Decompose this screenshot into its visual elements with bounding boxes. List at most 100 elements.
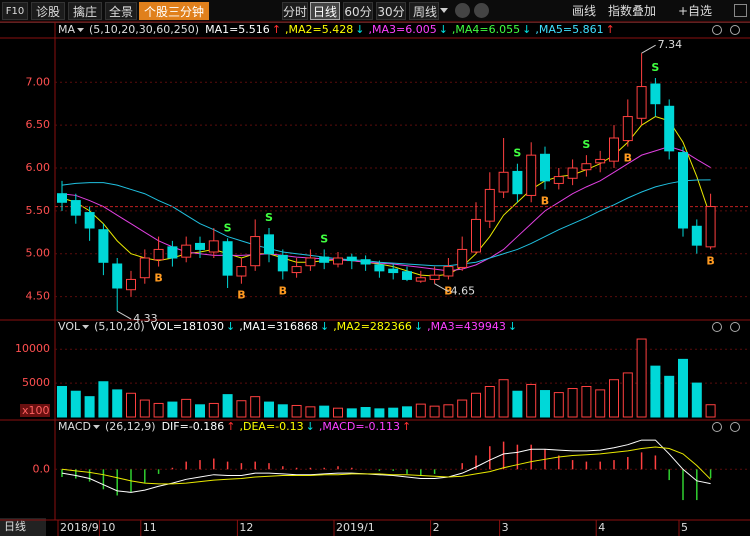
indicator-name: MA	[58, 23, 75, 36]
x-tick-label: 2	[433, 521, 440, 534]
indicator-value: ,MA1=316868	[239, 320, 318, 333]
trend-arrow: ↑	[226, 420, 235, 433]
close-icon	[730, 322, 740, 332]
period-button[interactable]: 30分	[376, 2, 406, 20]
signal-label: B	[279, 284, 287, 297]
moving-average-line	[61, 146, 711, 272]
signal-label: B	[541, 194, 549, 207]
indicator-value: ,MA2=5.428	[285, 23, 353, 36]
extreme-price-label: 4.65	[451, 285, 476, 298]
tool-button[interactable]: 擒庄	[68, 2, 102, 20]
trend-arrow: ↑	[606, 23, 615, 36]
indicator-value: ,MA4=6.055	[452, 23, 520, 36]
candle-body	[153, 248, 164, 261]
indicator-value: ,MA3=439943	[427, 320, 506, 333]
candle-body	[181, 244, 192, 258]
watchlist-button[interactable]: +自选	[677, 4, 713, 18]
volume-bar	[622, 372, 633, 418]
x-tick-label: 4	[598, 521, 605, 534]
volume-bar	[429, 405, 440, 418]
volume-bar	[139, 399, 150, 418]
candle-body	[139, 257, 150, 279]
signal-label: S	[651, 61, 659, 74]
volume-bar	[333, 407, 343, 418]
dropdown-caret	[82, 325, 90, 329]
candle-body	[429, 274, 440, 280]
trend-arrow: ↓	[320, 320, 329, 333]
volume-bar	[526, 383, 537, 418]
candle-body	[457, 248, 468, 268]
macd-line	[61, 446, 711, 485]
index-overlay-button[interactable]: 指数叠加	[607, 4, 656, 18]
y-tick-label: 6.00	[26, 161, 51, 174]
candle-body	[264, 234, 274, 255]
signal-label: S	[224, 221, 232, 234]
next-button[interactable]	[474, 3, 489, 18]
settings-icon	[712, 422, 722, 432]
volume-bar	[553, 392, 564, 418]
trend-arrow: ↓	[226, 320, 235, 333]
x-tick-label: 10	[101, 521, 115, 534]
volume-bar	[498, 379, 509, 418]
volume-bar	[540, 390, 550, 418]
dropdown-caret	[440, 8, 448, 17]
f10-button[interactable]: F10	[2, 2, 28, 20]
signal-label: B	[154, 272, 162, 285]
candle-body	[277, 254, 288, 272]
tool-button[interactable]: 诊股	[31, 2, 65, 20]
close-icon	[730, 422, 740, 432]
candle-body	[222, 241, 233, 276]
volume-bar	[277, 404, 288, 418]
indicator-value: MA1=5.516	[205, 23, 270, 36]
y-tick-label: 5000	[22, 376, 50, 389]
volume-bar	[70, 390, 81, 418]
settings-icon	[712, 25, 722, 35]
volume-bar	[650, 365, 661, 418]
volume-bar	[222, 394, 233, 418]
period-button[interactable]: 分时	[282, 2, 308, 20]
candle-body	[650, 83, 661, 105]
prev-button[interactable]	[455, 3, 470, 18]
candle-body	[595, 158, 606, 164]
volume-bar	[195, 404, 205, 418]
candle-body	[636, 86, 647, 119]
annotation-leader	[641, 44, 656, 54]
candle-body	[415, 277, 426, 282]
active-tool-button[interactable]: 个股三分钟	[139, 2, 209, 20]
extreme-price-label: 7.34	[658, 38, 683, 51]
candle-body	[167, 246, 178, 259]
trend-arrow: ↓	[306, 420, 315, 433]
volume-bar	[305, 406, 316, 418]
period-footer-label[interactable]: 日线	[4, 519, 26, 533]
tool-button[interactable]: 全景	[105, 2, 137, 20]
volume-bar	[705, 404, 716, 418]
indicator-value: ,MACD=-0.113	[319, 420, 400, 433]
x-tick-label: 3	[502, 521, 509, 534]
candle-body	[346, 256, 357, 262]
candle-body	[84, 212, 95, 229]
candle-body	[98, 229, 109, 263]
volume-bar	[678, 358, 688, 418]
unit-label: x100	[22, 404, 50, 417]
x-tick-label: 12	[239, 521, 253, 534]
unit-label-bg	[20, 404, 50, 417]
period-button-selected[interactable]: 日线	[310, 2, 340, 20]
x-tick-label: 2019/1	[336, 521, 375, 534]
volume-bar	[291, 404, 302, 418]
candle-body	[374, 264, 385, 272]
period-button[interactable]: 60分	[343, 2, 373, 20]
volume-bar	[609, 379, 619, 418]
dropdown-caret	[77, 28, 85, 32]
candle-body	[305, 257, 316, 267]
period-footer-button[interactable]	[0, 518, 46, 536]
indicator-params: (26,12,9)	[105, 420, 156, 433]
candle-body	[112, 263, 123, 289]
close-button[interactable]	[734, 4, 747, 17]
period-dropdown[interactable]: 周线	[409, 2, 439, 20]
indicator-value: ,MA2=282366	[333, 320, 412, 333]
candle-body	[484, 188, 495, 222]
draw-button[interactable]: 画线	[571, 4, 596, 18]
candle-body	[512, 170, 523, 195]
y-tick-label: 4.50	[26, 290, 51, 303]
